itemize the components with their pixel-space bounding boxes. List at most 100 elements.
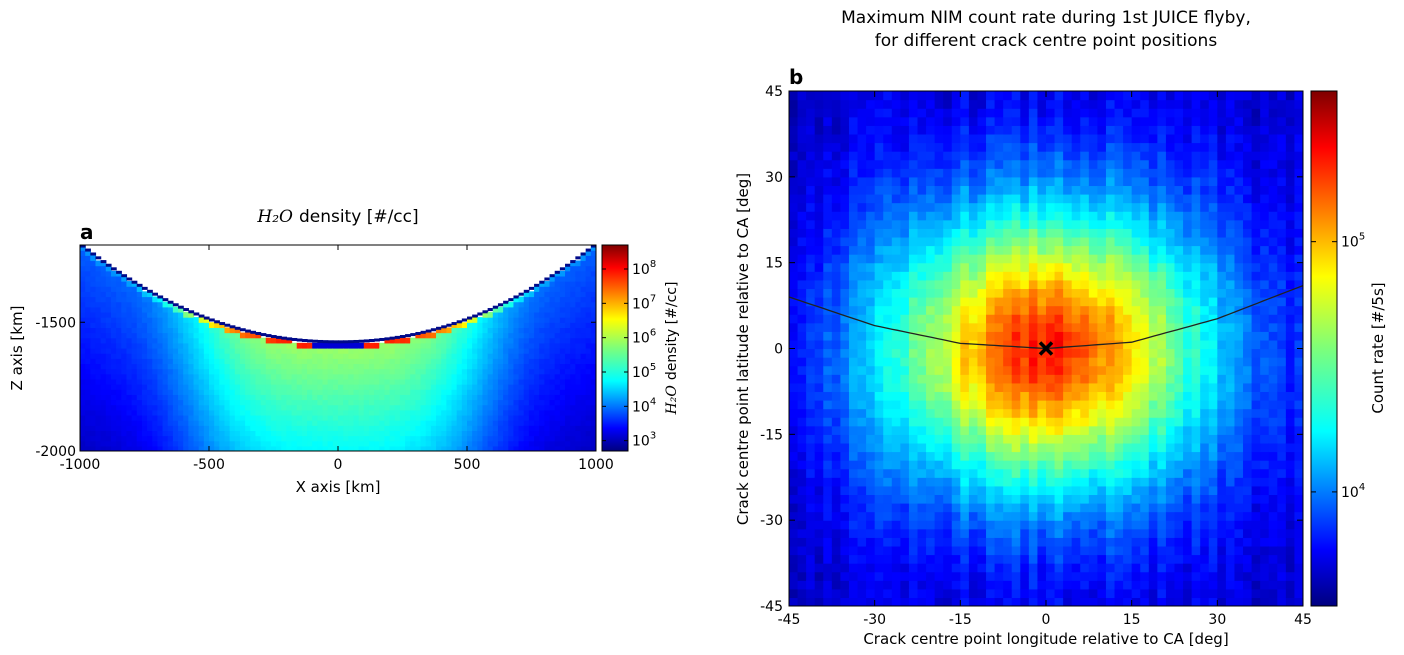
density-cell [467, 322, 473, 328]
density-cell [590, 260, 596, 267]
count-rate-cell [1037, 279, 1047, 290]
density-cell [209, 414, 215, 421]
density-cell [276, 435, 282, 442]
density-cell [580, 414, 587, 421]
density-cell [394, 399, 401, 406]
count-rate-cell [1046, 520, 1056, 530]
density-cell [116, 342, 122, 349]
count-rate-cell [874, 434, 884, 444]
density-cell [80, 311, 86, 318]
count-rate-cell [891, 194, 901, 204]
density-cell [513, 353, 520, 359]
density-cell [260, 414, 267, 421]
count-rate-cell [823, 580, 833, 590]
density-cell [281, 378, 287, 385]
density-cell [90, 281, 97, 287]
count-rate-cell [814, 314, 824, 324]
count-rate-cell [857, 322, 867, 332]
count-rate-cell [883, 108, 893, 118]
density-cell [147, 378, 153, 385]
density-cell [90, 301, 97, 308]
density-cell [379, 409, 386, 416]
density-cell [384, 404, 391, 411]
count-rate-cell [951, 236, 961, 247]
count-rate-cell [866, 357, 876, 367]
count-rate-cell [1020, 554, 1030, 564]
density-cell [286, 420, 293, 426]
density-cell [219, 353, 226, 359]
surface-cell [131, 280, 138, 284]
count-rate-cell [883, 520, 893, 530]
density-cell [590, 420, 596, 426]
density-cell [141, 414, 148, 421]
count-rate-cell [789, 417, 799, 427]
density-cell [343, 353, 349, 359]
density-cell [131, 435, 138, 442]
density-cell [580, 384, 587, 390]
density-cell [327, 348, 334, 354]
count-rate-cell [883, 91, 893, 101]
density-cell [90, 394, 97, 401]
count-rate-cell [977, 451, 987, 461]
count-rate-cell [857, 185, 867, 195]
count-rate-cell [831, 528, 841, 538]
count-rate-cell [1046, 417, 1056, 427]
surface-cell [229, 325, 236, 329]
count-rate-cell [1080, 503, 1090, 513]
density-cell [136, 373, 143, 380]
count-rate-cell [1046, 108, 1056, 118]
density-cell [492, 394, 499, 401]
count-rate-cell [917, 408, 927, 418]
density-cell [224, 399, 231, 406]
count-rate-cell [840, 580, 850, 590]
count-rate-cell [806, 339, 816, 350]
count-rate-cell [1011, 468, 1021, 478]
count-rate-cell [1046, 451, 1056, 461]
density-cell [539, 283, 545, 287]
surface-cell [239, 328, 246, 332]
density-cell [100, 275, 107, 282]
density-cell [348, 414, 355, 421]
density-cell [461, 327, 468, 334]
density-cell [487, 404, 494, 411]
density-cell [384, 358, 391, 365]
count-rate-cell [1054, 288, 1064, 298]
density-cell [178, 440, 184, 447]
count-rate-cell [1011, 528, 1021, 538]
count-rate-cell [831, 254, 841, 264]
density-cell [157, 430, 164, 437]
density-cell [219, 373, 226, 380]
density-cell [565, 409, 571, 416]
density-cell [214, 358, 220, 365]
panel-a-title: H₂O density [#/cc] [256, 207, 418, 227]
density-cell [183, 440, 189, 447]
count-rate-cell [960, 99, 970, 109]
density-cell [245, 353, 251, 359]
density-cell [301, 342, 308, 349]
count-rate-cell [994, 133, 1004, 144]
density-cell [322, 409, 329, 416]
density-cell [580, 306, 587, 313]
density-cell [286, 384, 293, 390]
density-cell [497, 332, 504, 339]
density-cell [503, 322, 509, 328]
count-rate-cell [1063, 348, 1073, 358]
count-rate-cell [874, 374, 884, 384]
density-cell [131, 311, 138, 318]
count-rate-cell [926, 176, 936, 187]
count-rate-cell [866, 125, 876, 135]
density-cell [487, 409, 494, 416]
count-rate-cell [806, 494, 816, 504]
count-rate-cell [986, 374, 996, 384]
density-cell [570, 378, 576, 385]
count-rate-cell [960, 520, 970, 530]
density-cell [245, 389, 251, 395]
density-cell [105, 384, 112, 390]
count-rate-cell [1088, 520, 1098, 530]
density-cell [570, 291, 576, 298]
density-cell [508, 378, 515, 385]
count-rate-cell [883, 168, 893, 178]
density-cell [467, 425, 473, 431]
density-cell [116, 348, 122, 354]
count-rate-cell [977, 151, 987, 161]
